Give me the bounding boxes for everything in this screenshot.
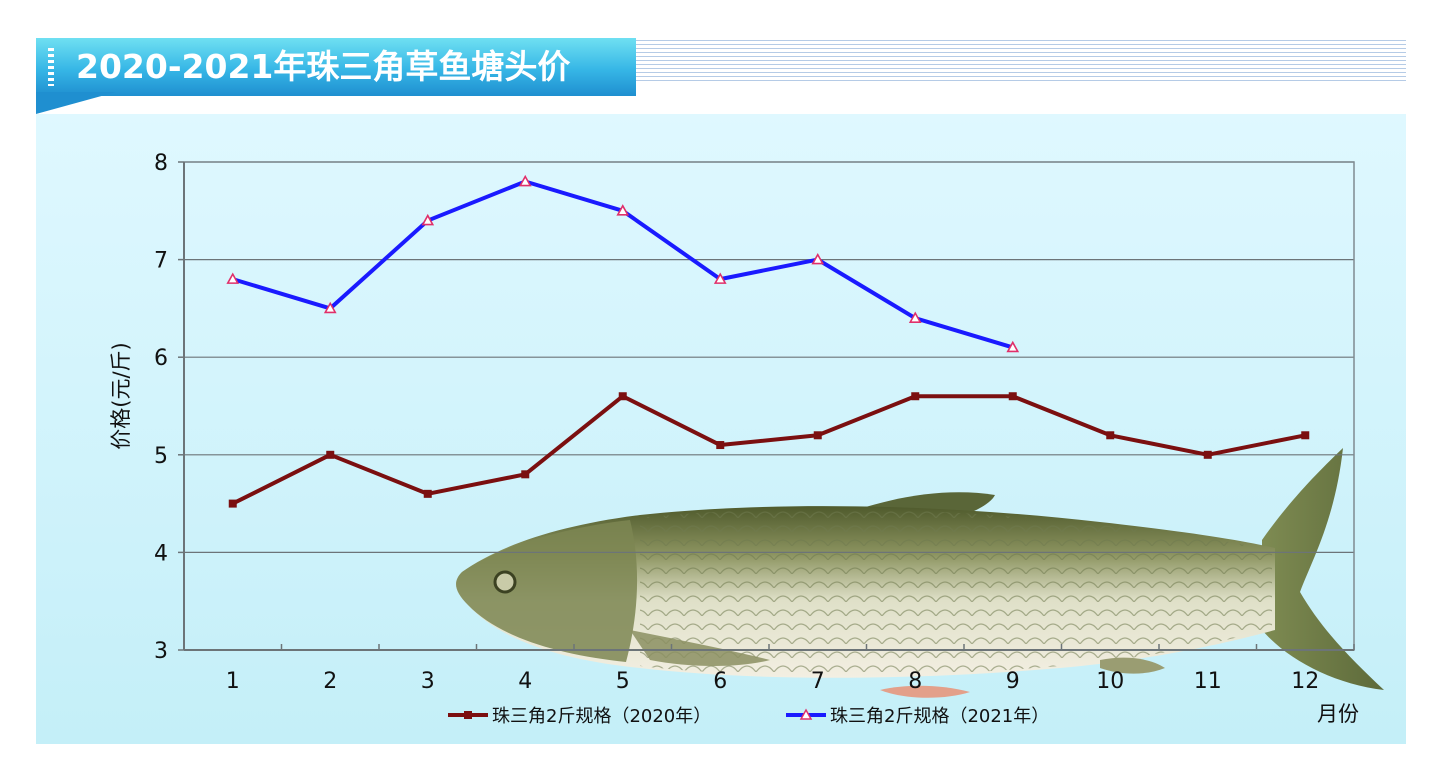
y-tick-label: 8 bbox=[154, 151, 168, 176]
data-point bbox=[616, 204, 630, 216]
x-tick-label-11: 11 bbox=[1194, 669, 1222, 694]
legend-entry-2020: 珠三角2斤规格（2020年） bbox=[492, 706, 711, 727]
data-point bbox=[811, 252, 825, 265]
data-point bbox=[323, 301, 337, 314]
fish-tail bbox=[1262, 448, 1384, 690]
data-point bbox=[228, 499, 237, 508]
title-banner bbox=[36, 38, 636, 96]
x-tick-label-9: 9 bbox=[1006, 669, 1020, 694]
y-tick-label: 5 bbox=[154, 444, 168, 469]
data-point bbox=[813, 431, 822, 440]
title-stripes-decoration bbox=[636, 40, 1406, 84]
data-point bbox=[421, 213, 435, 226]
data-point bbox=[618, 392, 627, 401]
y-tick-label: 6 bbox=[154, 346, 168, 371]
chart-legend: 珠三角2斤规格（2020年） 珠三角2斤规格（2021年） bbox=[448, 706, 1049, 727]
x-tick-label-5: 5 bbox=[616, 669, 630, 694]
x-tick-label-7: 7 bbox=[811, 669, 825, 694]
data-point bbox=[423, 489, 432, 498]
data-point bbox=[1203, 450, 1212, 459]
fish-ventral-fin bbox=[880, 685, 970, 698]
data-point bbox=[518, 174, 532, 187]
y-tick-label: 3 bbox=[154, 639, 168, 664]
data-point bbox=[1301, 431, 1310, 440]
data-point bbox=[326, 450, 335, 459]
title-banner-tab bbox=[36, 92, 116, 114]
data-point bbox=[911, 392, 920, 401]
y-tick-label: 4 bbox=[154, 541, 168, 566]
title-dots-decoration bbox=[48, 48, 54, 86]
series-1 bbox=[226, 174, 1020, 353]
x-tick-label-3: 3 bbox=[421, 669, 435, 694]
x-tick-label-10: 10 bbox=[1096, 669, 1124, 694]
legend-marker-2020 bbox=[464, 711, 472, 719]
grass-carp-icon bbox=[456, 448, 1384, 698]
x-axis-label: 月份 bbox=[1317, 702, 1359, 726]
x-axis-ticks bbox=[183, 644, 1355, 650]
fish-pectoral-fin bbox=[630, 630, 770, 666]
x-tick-label-2: 2 bbox=[323, 669, 337, 694]
series-line-0 bbox=[231, 394, 1306, 506]
data-point bbox=[1008, 392, 1017, 401]
fish-eye bbox=[493, 570, 517, 594]
x-tick-label-8: 8 bbox=[908, 669, 922, 694]
y-tick-label: 7 bbox=[154, 249, 168, 274]
x-tick-label-12: 12 bbox=[1291, 669, 1319, 694]
data-point bbox=[1106, 431, 1115, 440]
chart-title: 2020-2021年珠三角草鱼塘头价 bbox=[76, 47, 571, 86]
data-point bbox=[1006, 340, 1020, 353]
data-point bbox=[226, 272, 240, 284]
legend-entry-2021: 珠三角2斤规格（2021年） bbox=[830, 706, 1049, 727]
data-point bbox=[908, 311, 922, 323]
x-tick-label-1: 1 bbox=[226, 669, 240, 694]
x-tick-label-6: 6 bbox=[713, 669, 727, 694]
x-axis-tick-labels: 1 2 3 4 5 6 7 8 9 10 11 12 bbox=[226, 669, 1320, 694]
y-axis-label: 价格(元/斤) bbox=[109, 342, 133, 449]
legend-marker-2021 bbox=[799, 708, 813, 720]
fish-anal-fin bbox=[1100, 657, 1165, 674]
y-axis-tick-labels: 3 4 5 6 7 8 bbox=[154, 151, 168, 664]
chart-series bbox=[226, 174, 1310, 508]
fish-head bbox=[456, 520, 638, 662]
data-point bbox=[713, 272, 727, 284]
x-tick-label-4: 4 bbox=[518, 669, 532, 694]
data-point bbox=[716, 441, 725, 450]
series-0 bbox=[228, 392, 1310, 508]
data-point bbox=[521, 470, 530, 479]
